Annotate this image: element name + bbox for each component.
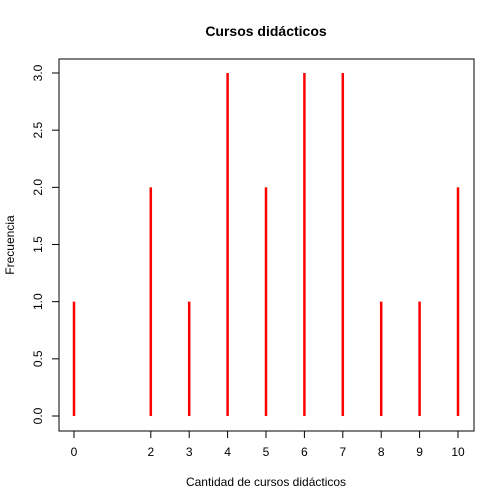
y-tick-label: 0.5 bbox=[31, 350, 45, 367]
x-tick-label: 7 bbox=[339, 445, 346, 459]
x-tick-label: 8 bbox=[378, 445, 385, 459]
x-tick-label: 3 bbox=[186, 445, 193, 459]
y-axis: 0.0 0.5 1.0 1.5 2.0 2.5 3.0 bbox=[31, 64, 60, 424]
x-tick-label: 2 bbox=[147, 445, 154, 459]
y-tick-label: 1.5 bbox=[31, 236, 45, 253]
y-tick-label: 3.0 bbox=[31, 64, 45, 81]
data-spikes bbox=[72, 73, 460, 416]
x-tick-label: 5 bbox=[263, 445, 270, 459]
x-tick-label: 0 bbox=[71, 445, 78, 459]
x-axis: 0 2 3 4 5 6 7 8 9 10 bbox=[71, 430, 465, 459]
x-tick-label: 9 bbox=[416, 445, 423, 459]
y-tick-label: 2.0 bbox=[31, 179, 45, 196]
y-tick-label: 1.0 bbox=[31, 293, 45, 310]
x-tick-label: 4 bbox=[224, 445, 231, 459]
x-axis-label: Cantidad de cursos didácticos bbox=[186, 475, 346, 489]
y-axis-label: Frecuencia bbox=[3, 215, 17, 275]
x-tick-label: 10 bbox=[451, 445, 465, 459]
y-tick-label: 2.5 bbox=[31, 122, 45, 139]
y-tick-label: 0.0 bbox=[31, 407, 45, 424]
x-tick-label: 6 bbox=[301, 445, 308, 459]
chart-title: Cursos didácticos bbox=[205, 23, 327, 39]
